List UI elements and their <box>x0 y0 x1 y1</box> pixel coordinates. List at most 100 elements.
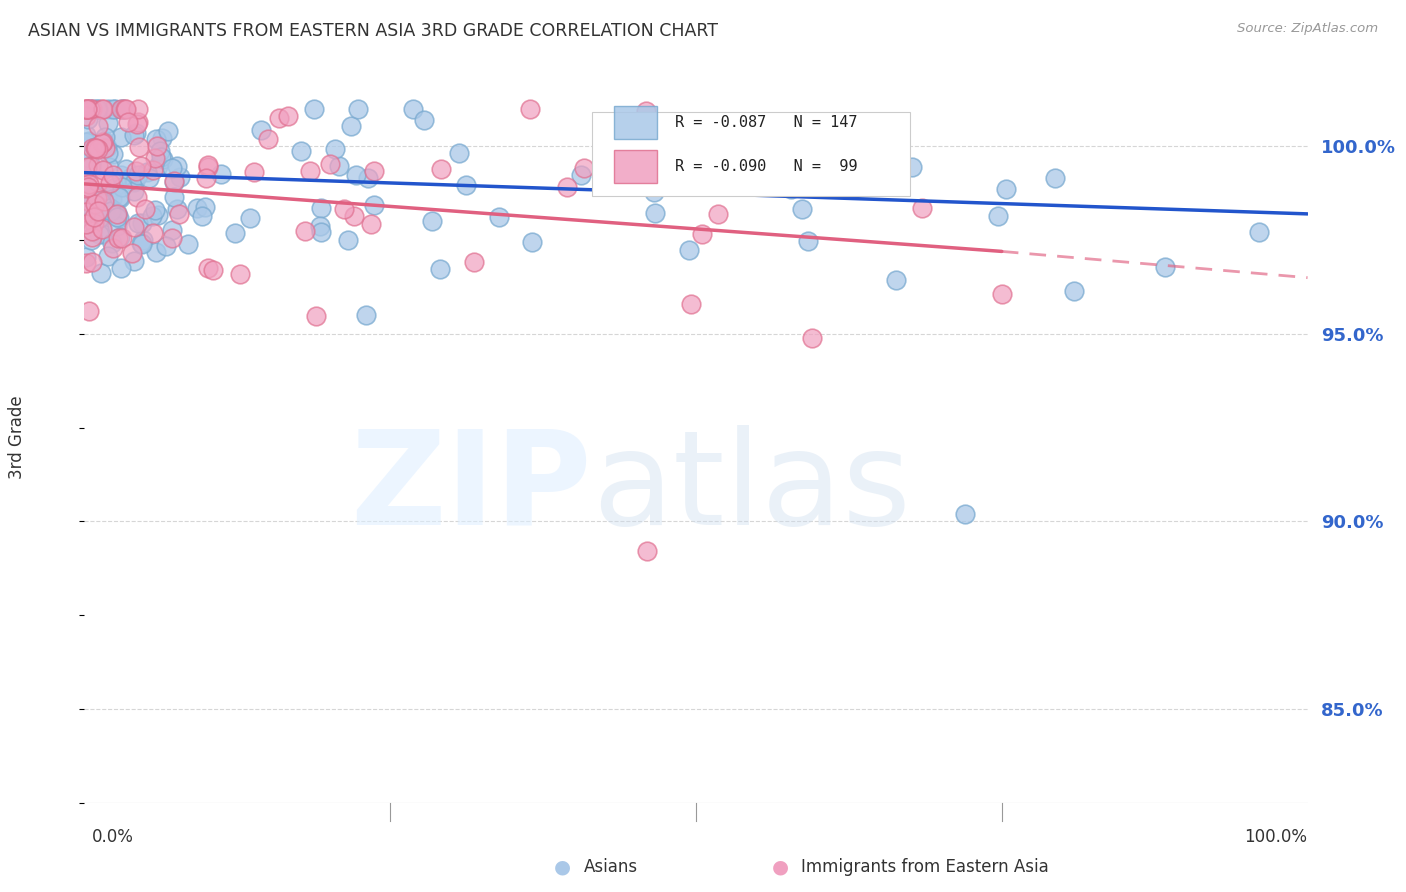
Point <box>110 260 132 275</box>
Point <box>80 233 103 247</box>
Point <box>83 140 105 154</box>
Point <box>681 177 703 191</box>
Point <box>346 168 368 182</box>
Point <box>990 287 1012 301</box>
Point <box>87 176 110 190</box>
Point <box>166 202 188 216</box>
Point <box>82 140 104 154</box>
Point <box>152 153 174 167</box>
Point <box>141 209 163 223</box>
Point <box>152 131 174 145</box>
Point <box>488 210 510 224</box>
Point <box>190 210 212 224</box>
Point <box>104 102 127 116</box>
Point <box>360 217 382 231</box>
Point <box>89 194 111 208</box>
Point <box>124 254 146 268</box>
Point <box>143 151 166 165</box>
Point <box>91 102 114 116</box>
Point <box>122 128 145 143</box>
Point <box>86 102 108 116</box>
Point <box>290 144 312 158</box>
Text: ASIAN VS IMMIGRANTS FROM EASTERN ASIA 3RD GRADE CORRELATION CHART: ASIAN VS IMMIGRANTS FROM EASTERN ASIA 3R… <box>28 22 718 40</box>
Point <box>76 102 98 116</box>
Point <box>75 217 97 231</box>
Point <box>363 163 385 178</box>
Point <box>150 150 173 164</box>
Point <box>77 151 100 165</box>
Point <box>346 102 368 116</box>
Point <box>75 102 97 116</box>
Bar <box>614 150 657 183</box>
Point <box>93 130 115 145</box>
Point <box>98 201 121 215</box>
Point <box>197 160 219 174</box>
Point <box>97 186 120 201</box>
Point <box>80 159 103 173</box>
Point <box>343 209 366 223</box>
Point <box>309 225 332 239</box>
Point <box>75 102 97 116</box>
Point <box>827 171 849 186</box>
Point <box>82 199 104 213</box>
Point <box>128 140 150 154</box>
Point <box>125 163 148 178</box>
Point <box>127 190 149 204</box>
Point <box>131 216 153 230</box>
Point <box>145 132 167 146</box>
Point <box>77 215 100 229</box>
Point <box>145 244 167 259</box>
Point <box>229 267 252 281</box>
Point <box>122 185 145 199</box>
Point <box>86 191 108 205</box>
Point <box>138 171 160 186</box>
Point <box>134 202 156 216</box>
Point <box>987 210 1010 224</box>
Point <box>224 226 246 240</box>
Point <box>98 176 121 190</box>
Point <box>239 211 262 226</box>
Point <box>267 112 290 126</box>
Point <box>146 208 169 222</box>
Point <box>323 143 346 157</box>
Point <box>125 117 148 131</box>
Point <box>77 197 100 211</box>
Point <box>305 309 328 323</box>
Point <box>668 171 690 186</box>
Text: 100.0%: 100.0% <box>1244 828 1308 846</box>
Point <box>89 211 111 226</box>
Point <box>157 123 180 137</box>
Point <box>636 544 658 558</box>
Point <box>108 190 131 204</box>
Point <box>94 206 117 220</box>
Point <box>77 194 100 208</box>
Point <box>302 102 325 116</box>
Point <box>79 102 101 116</box>
Point <box>86 190 108 204</box>
Point <box>357 170 380 185</box>
Point <box>555 180 578 194</box>
FancyBboxPatch shape <box>592 112 910 195</box>
Point <box>336 234 359 248</box>
Point <box>75 180 97 194</box>
Point <box>93 196 115 211</box>
Point <box>77 303 100 318</box>
Point <box>202 263 225 277</box>
Text: Asians: Asians <box>583 858 637 876</box>
Point <box>142 163 165 178</box>
Point <box>1153 260 1175 275</box>
Point <box>83 216 105 230</box>
Point <box>79 102 101 116</box>
Point <box>115 102 138 116</box>
Point <box>1045 171 1067 186</box>
Point <box>277 109 299 123</box>
Text: atlas: atlas <box>592 425 911 552</box>
Point <box>75 250 97 264</box>
Point <box>115 161 138 176</box>
Point <box>118 171 141 186</box>
Point <box>122 220 145 235</box>
Point <box>690 227 713 241</box>
Point <box>155 238 177 252</box>
Point <box>162 161 184 175</box>
Point <box>107 231 129 245</box>
